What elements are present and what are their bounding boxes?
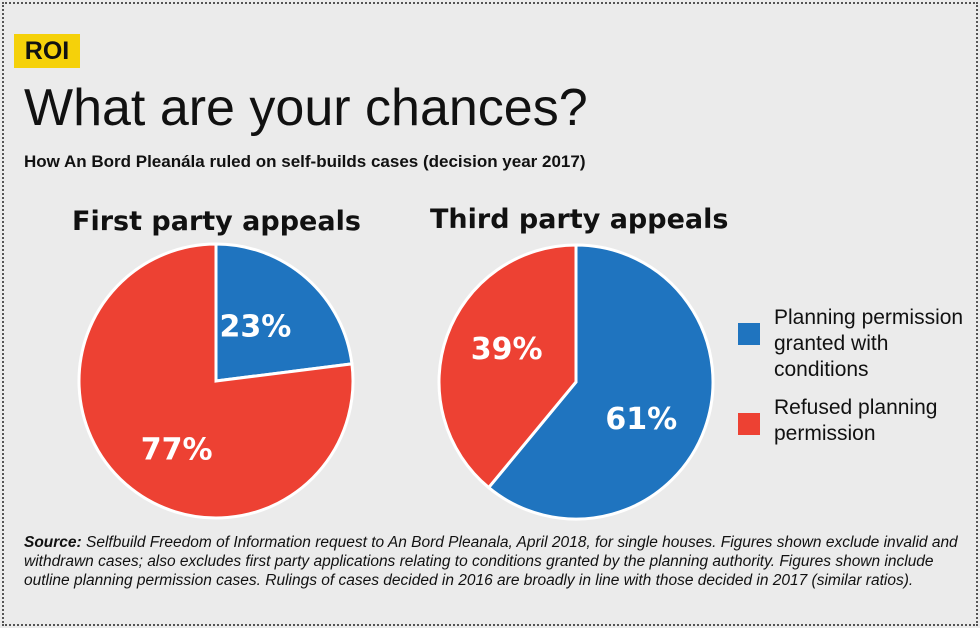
pie-third-party-title: Third party appeals — [430, 204, 729, 235]
legend-label-granted: Planning permission granted with conditi… — [774, 306, 964, 381]
source-text: Selfbuild Freedom of Information request… — [24, 534, 958, 589]
pie-chart-first-party: 23% 77% — [77, 242, 355, 520]
pie-first-party-title: First party appeals — [72, 206, 361, 237]
legend-label-refused: Refused planning permission — [774, 396, 938, 445]
pie-slice-refused — [77, 242, 355, 520]
legend-swatch-refused — [738, 413, 760, 435]
pie-slice-granted — [486, 243, 715, 521]
pie-slice-granted — [214, 242, 354, 383]
pie-label-refused: 39% — [471, 332, 543, 367]
subtitle: How An Bord Pleanála ruled on self-build… — [24, 152, 586, 171]
page-title: What are your chances? — [24, 79, 588, 137]
chart-legend: Planning permission granted with conditi… — [738, 305, 978, 459]
source-label: Source: — [24, 534, 82, 551]
legend-swatch-granted — [738, 323, 760, 345]
pie-chart-third-party: 61% 39% — [437, 243, 715, 521]
legend-item-refused: Refused planning permission — [738, 395, 978, 447]
legend-item-granted: Planning permission granted with conditi… — [738, 305, 978, 383]
pie-slice-refused — [437, 243, 578, 490]
pie-label-refused: 77% — [141, 433, 213, 468]
source-note: Source: Selfbuild Freedom of Information… — [24, 533, 964, 590]
region-badge: ROI — [14, 34, 80, 68]
pie-label-granted: 61% — [605, 402, 677, 437]
pie-label-granted: 23% — [219, 309, 291, 344]
